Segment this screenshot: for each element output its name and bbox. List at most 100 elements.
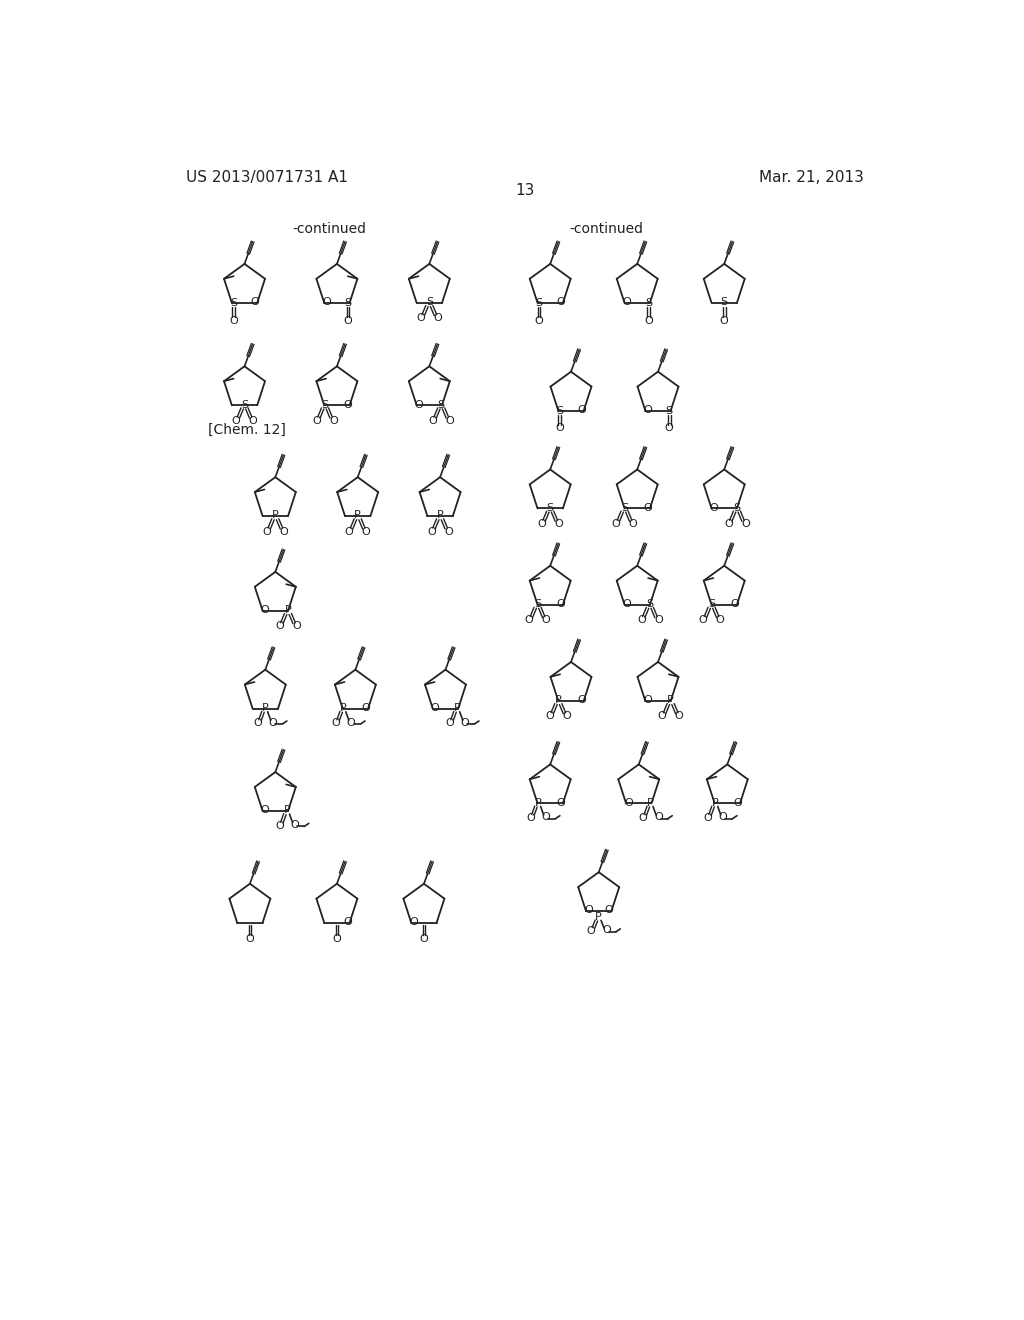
Text: P: P xyxy=(340,704,347,713)
Text: O: O xyxy=(445,416,454,426)
Text: O: O xyxy=(577,696,586,705)
Text: O: O xyxy=(275,821,284,830)
Text: S: S xyxy=(547,503,554,512)
Text: O: O xyxy=(623,297,631,308)
Text: O: O xyxy=(251,297,259,308)
Text: O: O xyxy=(280,527,288,537)
Text: P: P xyxy=(272,511,279,520)
Text: P: P xyxy=(595,912,602,921)
Text: S: S xyxy=(536,298,543,308)
Text: O: O xyxy=(253,718,262,729)
Text: O: O xyxy=(229,315,238,326)
Text: O: O xyxy=(611,519,621,529)
Text: O: O xyxy=(542,812,550,822)
Text: O: O xyxy=(730,599,739,609)
Text: O: O xyxy=(292,622,301,631)
Text: P: P xyxy=(354,511,361,520)
Text: O: O xyxy=(724,519,733,529)
Text: O: O xyxy=(535,315,544,326)
Text: O: O xyxy=(637,615,646,626)
Text: O: O xyxy=(643,405,652,414)
Text: O: O xyxy=(577,405,586,414)
Text: P: P xyxy=(285,605,292,615)
Text: O: O xyxy=(556,297,565,308)
Text: S: S xyxy=(437,400,444,409)
Text: S: S xyxy=(556,405,563,416)
Text: O: O xyxy=(639,813,647,824)
Text: O: O xyxy=(703,813,712,824)
Text: O: O xyxy=(654,615,663,626)
Text: P: P xyxy=(647,797,654,808)
Text: S: S xyxy=(322,400,329,409)
Text: O: O xyxy=(262,527,271,537)
Text: O: O xyxy=(246,935,254,944)
Text: O: O xyxy=(720,315,729,326)
Text: O: O xyxy=(417,313,425,323)
Text: O: O xyxy=(587,927,595,936)
Text: O: O xyxy=(332,718,340,729)
Text: O: O xyxy=(431,704,439,713)
Text: O: O xyxy=(428,416,437,426)
Text: O: O xyxy=(556,599,565,609)
Text: O: O xyxy=(643,503,652,512)
Text: S: S xyxy=(426,297,433,308)
Text: O: O xyxy=(343,917,351,927)
Text: O: O xyxy=(554,519,563,529)
Text: P: P xyxy=(284,805,291,816)
Text: O: O xyxy=(410,917,418,927)
Text: O: O xyxy=(420,935,428,944)
Text: O: O xyxy=(526,813,535,824)
Text: O: O xyxy=(329,416,338,426)
Text: O: O xyxy=(444,527,453,537)
Text: P: P xyxy=(535,797,542,808)
Text: O: O xyxy=(538,519,546,529)
Text: O: O xyxy=(275,622,284,631)
Text: O: O xyxy=(333,935,341,944)
Text: O: O xyxy=(546,711,554,722)
Text: O: O xyxy=(268,718,278,727)
Text: P: P xyxy=(555,696,562,705)
Text: O: O xyxy=(623,599,631,609)
Text: O: O xyxy=(433,313,442,323)
Text: O: O xyxy=(675,711,684,722)
Text: O: O xyxy=(343,400,351,409)
Text: O: O xyxy=(344,315,352,326)
Text: O: O xyxy=(605,906,613,916)
Text: O: O xyxy=(741,519,750,529)
Text: O: O xyxy=(624,797,633,808)
Text: O: O xyxy=(555,424,564,433)
Text: O: O xyxy=(347,718,355,727)
Text: O: O xyxy=(698,615,708,626)
Text: P: P xyxy=(668,696,674,705)
Text: O: O xyxy=(654,812,663,822)
Text: Mar. 21, 2013: Mar. 21, 2013 xyxy=(759,170,863,185)
Text: O: O xyxy=(629,519,637,529)
Text: P: P xyxy=(712,797,719,808)
Text: O: O xyxy=(312,416,321,426)
Text: S: S xyxy=(646,599,653,609)
Text: O: O xyxy=(562,711,571,722)
Text: [Chem. 12]: [Chem. 12] xyxy=(208,422,286,437)
Text: P: P xyxy=(454,704,461,713)
Text: -continued: -continued xyxy=(292,222,367,236)
Text: O: O xyxy=(461,718,469,727)
Text: O: O xyxy=(249,416,257,426)
Text: O: O xyxy=(542,615,550,626)
Text: S: S xyxy=(534,599,541,609)
Text: O: O xyxy=(361,704,370,713)
Text: O: O xyxy=(291,820,299,830)
Text: S: S xyxy=(645,298,652,308)
Text: O: O xyxy=(260,805,269,816)
Text: S: S xyxy=(666,405,673,416)
Text: US 2013/0071731 A1: US 2013/0071731 A1 xyxy=(186,170,348,185)
Text: O: O xyxy=(445,718,454,729)
Text: O: O xyxy=(716,615,724,626)
Text: O: O xyxy=(733,797,742,808)
Text: O: O xyxy=(602,925,610,936)
Text: S: S xyxy=(241,400,248,409)
Text: O: O xyxy=(524,615,534,626)
Text: O: O xyxy=(710,503,718,512)
Text: S: S xyxy=(708,599,715,609)
Text: S: S xyxy=(344,298,351,308)
Text: O: O xyxy=(345,527,353,537)
